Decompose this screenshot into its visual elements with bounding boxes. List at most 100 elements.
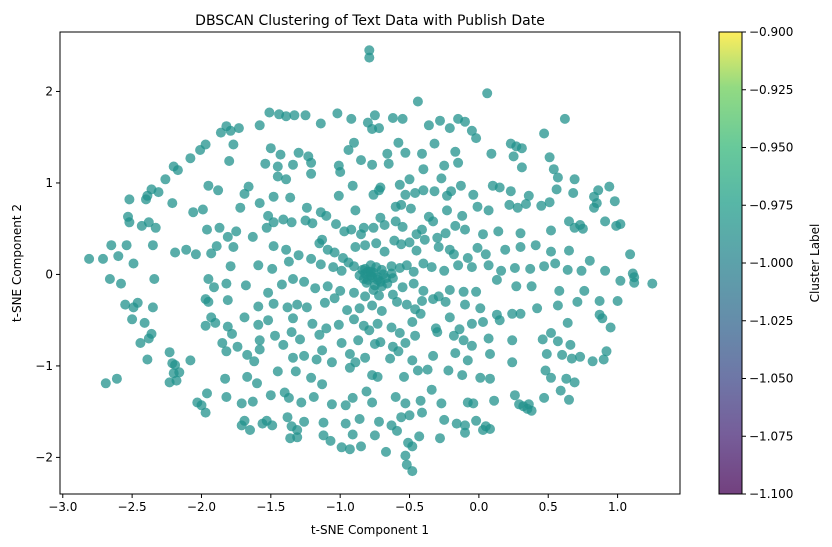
scatter-point	[418, 258, 429, 269]
scatter-point	[423, 120, 434, 131]
scatter-point	[98, 253, 108, 264]
scatter-point	[400, 147, 411, 158]
scatter-point	[340, 418, 351, 429]
scatter-point	[278, 214, 289, 225]
scatter-point	[293, 147, 304, 158]
scatter-point	[289, 110, 300, 121]
scatter-point	[375, 212, 386, 223]
scatter-point	[432, 232, 443, 243]
scatter-point	[354, 414, 365, 424]
scatter-point	[282, 412, 293, 423]
scatter-point	[505, 186, 516, 197]
x-tick-label: 0.5	[539, 500, 558, 514]
scatter-point	[268, 241, 279, 252]
scatter-point	[575, 351, 586, 362]
scatter-point	[331, 219, 341, 230]
scatter-point	[376, 306, 387, 316]
scatter-point	[200, 407, 211, 418]
scatter-point	[247, 231, 258, 242]
scatter-point	[325, 435, 336, 446]
scatter-point	[124, 217, 135, 228]
scatter-point	[378, 269, 389, 280]
scatter-point	[482, 88, 493, 99]
scatter-point	[344, 362, 355, 373]
scatter-point	[106, 240, 117, 251]
scatter-point	[444, 285, 455, 295]
x-tick-label: 0.0	[469, 500, 488, 514]
scatter-point	[326, 357, 337, 368]
scatter-point	[436, 173, 447, 184]
scatter-point	[211, 241, 222, 252]
scatter-point	[604, 181, 615, 192]
scatter-point	[489, 395, 500, 406]
scatter-point	[306, 157, 317, 168]
scatter-point	[462, 253, 473, 263]
scatter-point	[344, 349, 355, 359]
scatter-point	[254, 335, 265, 346]
scatter-point	[329, 293, 340, 304]
scatter-point	[196, 400, 207, 411]
scatter-point	[381, 446, 391, 457]
scatter-point	[466, 125, 477, 136]
scatter-point	[496, 265, 507, 276]
scatter-point	[460, 299, 470, 310]
colorbar-tick-label: −0.925	[749, 83, 793, 97]
scatter-point	[292, 299, 303, 310]
scatter-point	[276, 279, 287, 290]
scatter-point	[393, 137, 404, 148]
scatter-point	[293, 250, 304, 261]
scatter-point	[315, 118, 326, 129]
scatter-point	[342, 305, 353, 316]
scatter-point	[483, 205, 494, 216]
scatter-point	[569, 174, 580, 185]
scatter-point	[460, 420, 470, 431]
scatter-point	[460, 427, 470, 438]
scatter-point	[372, 318, 383, 329]
scatter-point	[164, 347, 175, 358]
scatter-point	[315, 259, 326, 270]
scatter-point	[379, 246, 390, 257]
scatter-point	[306, 168, 317, 179]
scatter-point	[261, 222, 272, 233]
scatter-point	[394, 328, 405, 338]
scatter-point	[507, 357, 518, 368]
scatter-point	[300, 110, 311, 121]
scatter-point	[457, 370, 468, 381]
scatter-point	[286, 217, 297, 228]
scatter-point	[349, 137, 359, 148]
scatter-point	[203, 274, 214, 284]
scatter-point	[353, 335, 364, 346]
scatter-point	[536, 200, 547, 211]
scatter-point	[124, 194, 135, 205]
scatter-point	[268, 217, 279, 228]
scatter-point	[347, 429, 358, 440]
scatter-point	[418, 285, 429, 296]
scatter-point	[472, 201, 483, 212]
scatter-point	[422, 364, 433, 375]
scatter-point	[450, 146, 461, 157]
scatter-point	[252, 378, 262, 389]
colorbar-tick-label: −1.100	[749, 487, 793, 501]
scatter-point	[171, 375, 182, 386]
scatter-point	[458, 335, 469, 346]
x-tick-label: −3.0	[48, 500, 77, 514]
x-tick-label: −0.5	[395, 500, 424, 514]
scatter-point	[401, 299, 412, 310]
scatter-point	[141, 194, 151, 205]
scatter-point	[597, 313, 608, 324]
scatter-point	[507, 335, 518, 346]
scatter-point	[374, 416, 384, 427]
scatter-point	[418, 164, 429, 175]
scatter-point	[432, 327, 443, 338]
scatter-point	[440, 296, 451, 307]
scatter-point	[225, 125, 236, 136]
scatter-point	[598, 354, 609, 365]
scatter-point	[579, 285, 590, 296]
scatter-point	[326, 399, 337, 410]
scatter-point	[468, 398, 479, 409]
x-axis: −3.0 −2.5 −2.0 −1.5 −1.0 −0.5 0.0 0.5 1.0	[48, 494, 627, 514]
scatter-point	[299, 276, 310, 287]
scatter-point	[552, 172, 563, 183]
scatter-point	[551, 184, 562, 195]
scatter-point	[217, 338, 228, 348]
